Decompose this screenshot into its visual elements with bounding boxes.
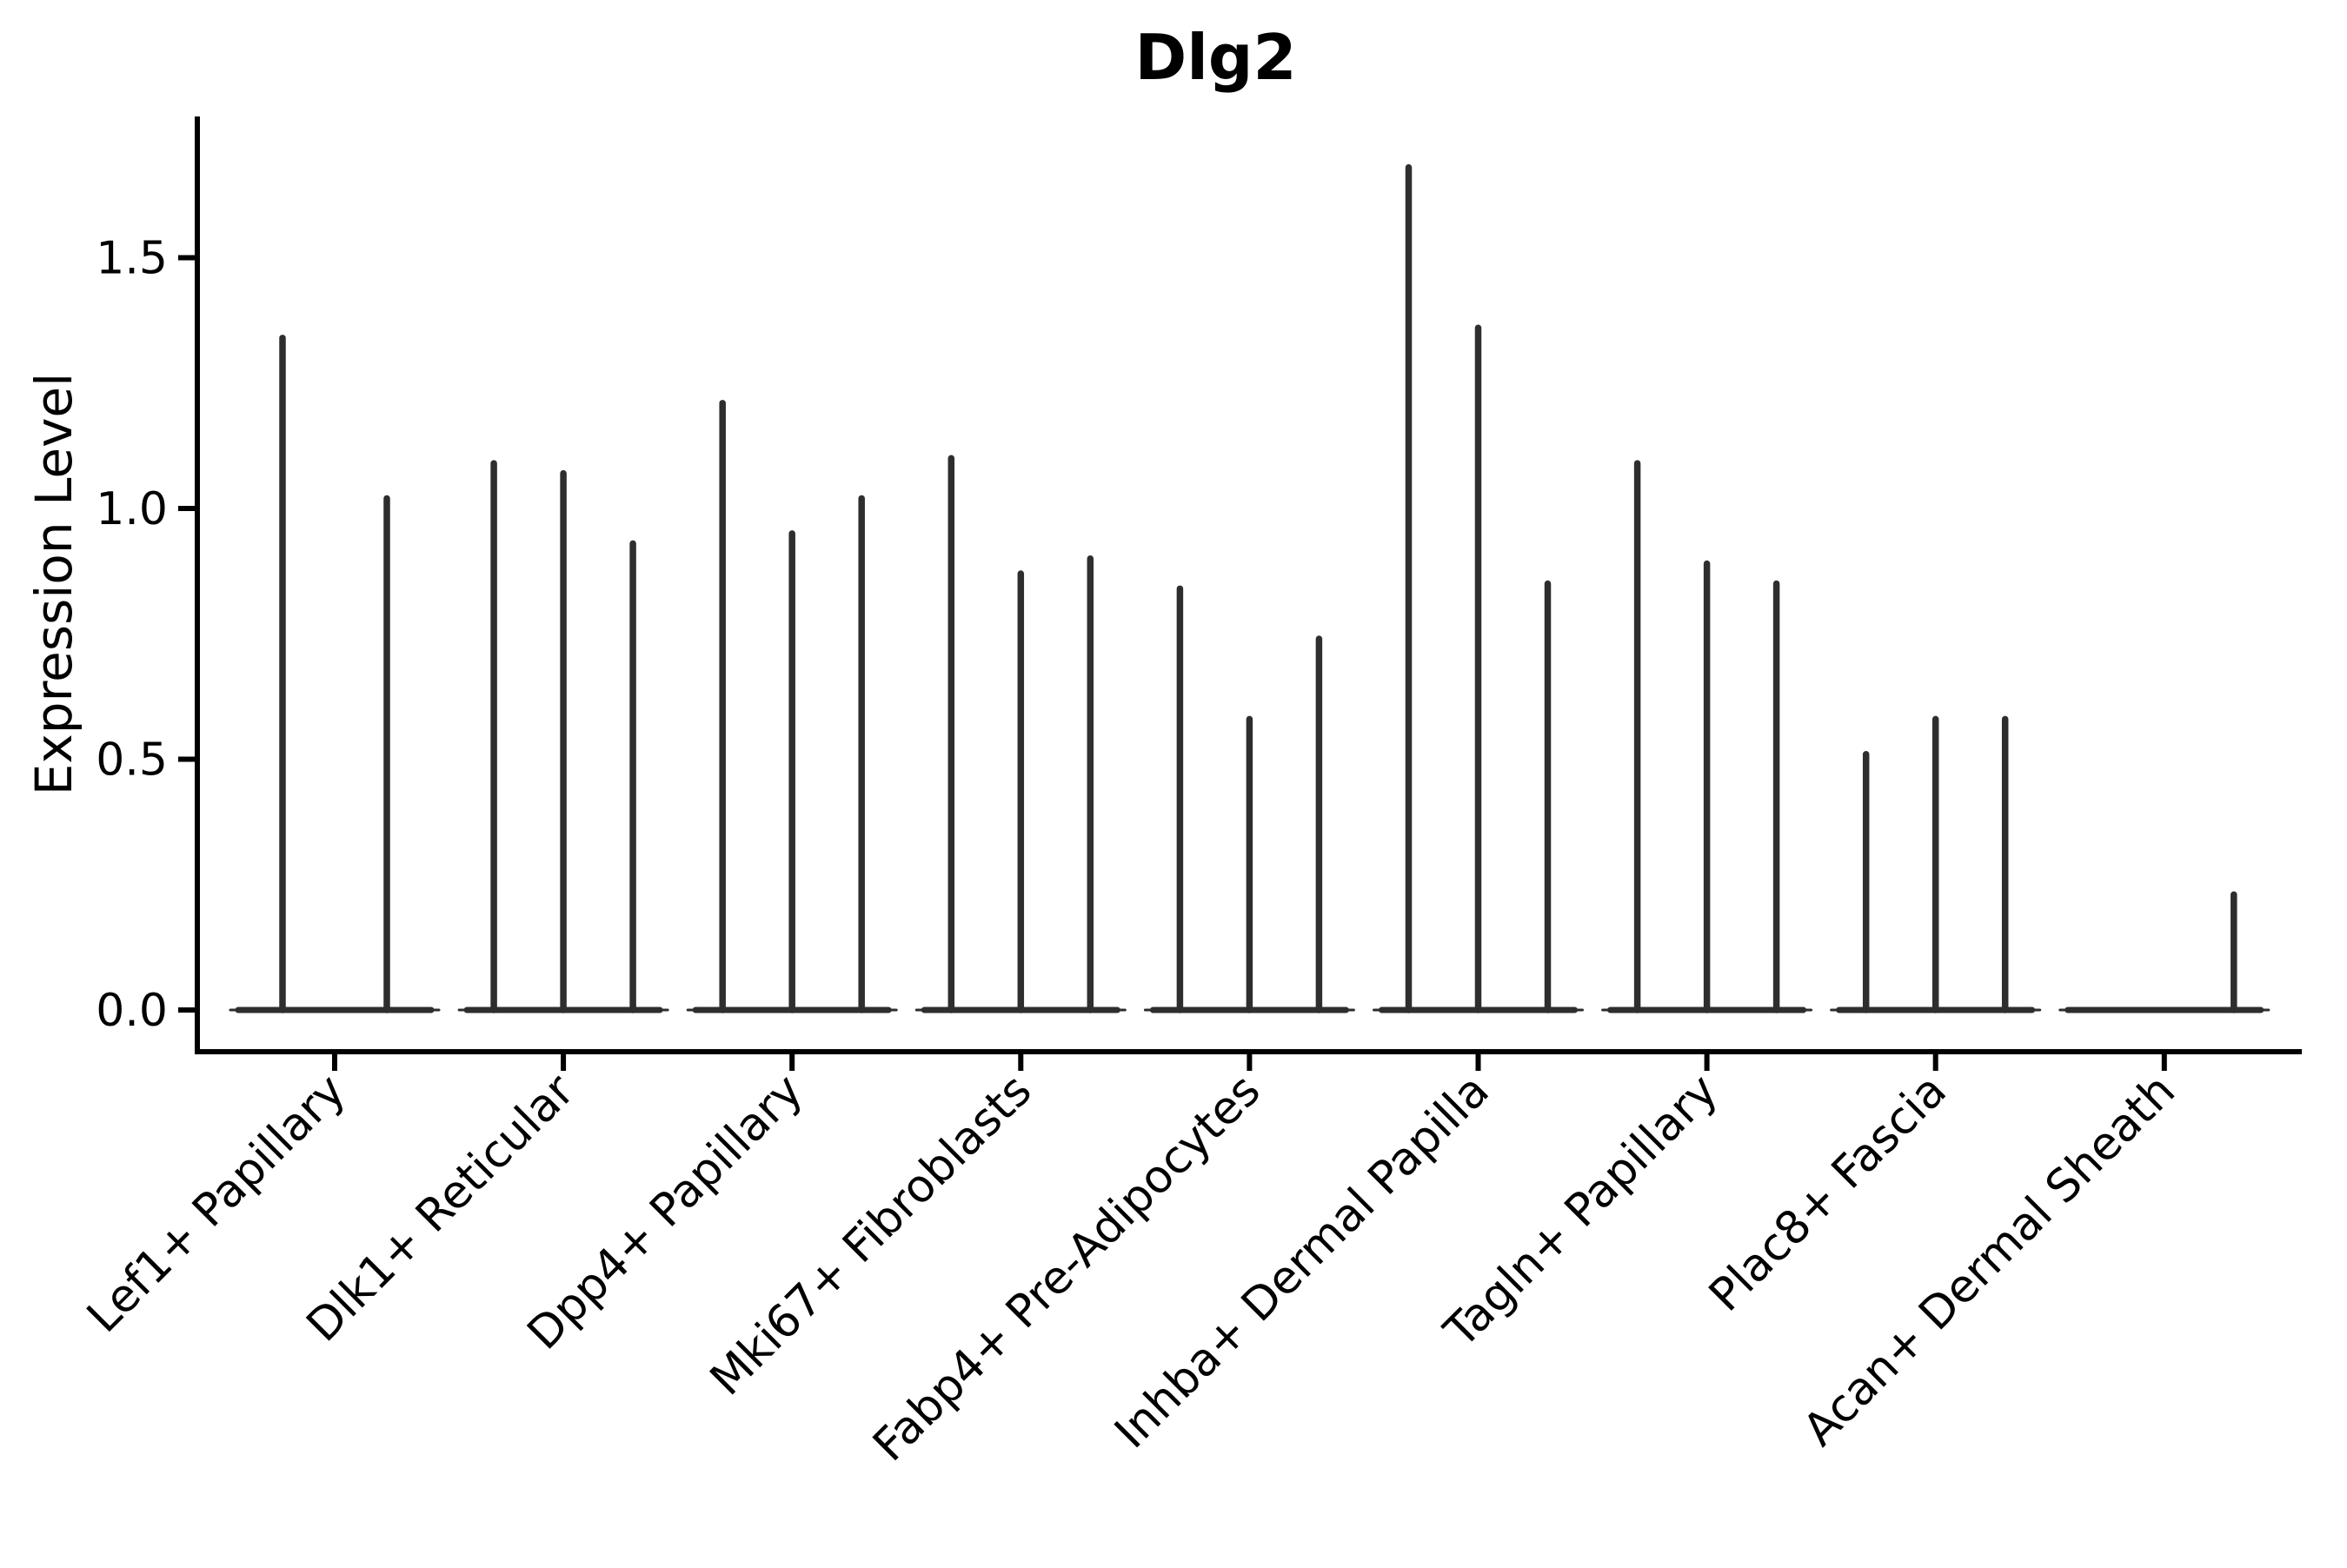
x-tick-label: Inhba+ Dermal Papilla	[1105, 1065, 1499, 1458]
x-tick-label: Fabp4+ Pre-Adipocytes	[863, 1065, 1270, 1472]
y-tick-label: 1.0	[96, 483, 168, 535]
y-tick-label: 0.5	[96, 734, 168, 787]
y-tick-label: 1.5	[96, 233, 168, 285]
chart-title: Dlg2	[1134, 21, 1297, 94]
y-tick-label: 0.0	[96, 985, 168, 1037]
x-tick-label: Acan+ Dermal Sheath	[1793, 1065, 2185, 1457]
y-axis-label: Expression Level	[24, 372, 83, 796]
x-tick-label: Plac8+ Fascia	[1699, 1065, 1957, 1322]
